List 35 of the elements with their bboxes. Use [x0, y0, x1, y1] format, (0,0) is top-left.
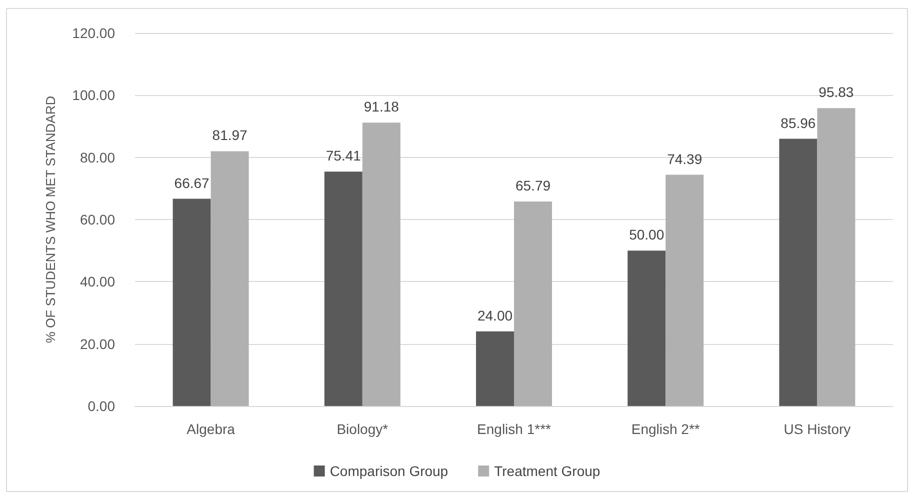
bar [210, 151, 249, 406]
data-label: 24.00 [477, 307, 513, 324]
bar [514, 202, 552, 406]
y-tick-label: 40.00 [80, 274, 116, 290]
y-tick-label: 60.00 [80, 212, 116, 228]
y-tick-label: 100.00 [72, 87, 116, 104]
legend-label: Treatment Group [494, 463, 600, 479]
x-tick-label: US History [784, 421, 851, 437]
x-tick-label: Biology* [336, 421, 389, 437]
bar [324, 172, 362, 406]
bar [628, 250, 666, 406]
x-tick-label: English 1*** [477, 421, 552, 437]
x-tick-label: English 2** [631, 421, 700, 437]
bar [779, 138, 818, 406]
data-label: 85.96 [780, 114, 816, 131]
x-tick-label: Algebra [186, 421, 236, 437]
y-tick-label: 80.00 [80, 149, 116, 166]
data-label: 50.00 [629, 226, 664, 243]
data-label: 74.39 [667, 150, 702, 167]
data-label: 66.67 [174, 174, 210, 191]
y-tick-label: 20.00 [80, 336, 116, 352]
data-label: 65.79 [515, 178, 551, 194]
data-label: 95.83 [818, 84, 854, 100]
legend-label: Comparison Group [330, 463, 448, 479]
bar [817, 108, 856, 406]
data-label: 81.97 [212, 127, 248, 144]
y-axis-title: % OF STUDENTS WHO MET STANDARD [43, 96, 58, 344]
y-tick-label: 120.00 [72, 25, 116, 41]
data-label: 91.18 [364, 98, 400, 115]
bar [666, 174, 704, 406]
data-label: 75.41 [326, 148, 362, 164]
y-tick-label: 0.00 [88, 398, 116, 414]
bar [476, 331, 514, 406]
bar [172, 198, 211, 406]
bar [362, 122, 400, 406]
